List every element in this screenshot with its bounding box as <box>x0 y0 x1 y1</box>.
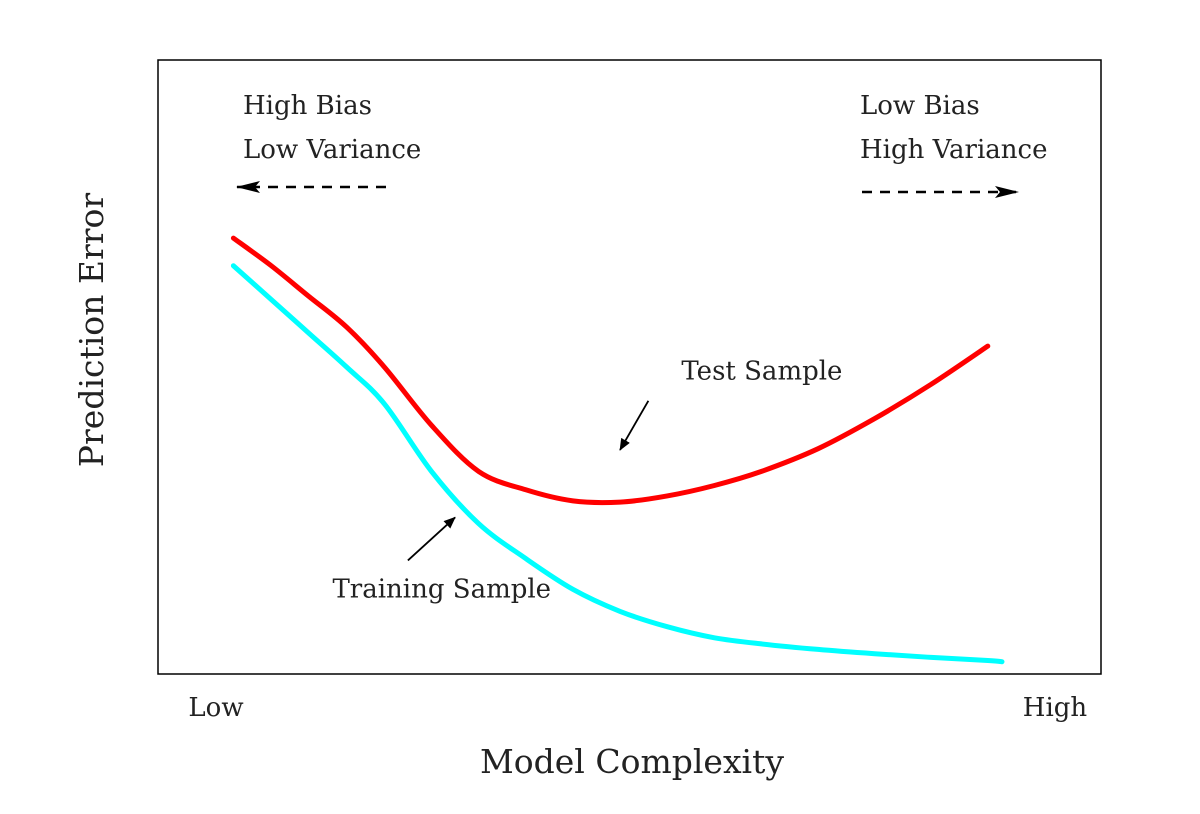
y-axis-label: Prediction Error <box>72 193 111 468</box>
plot-frame <box>157 59 1102 675</box>
annotation-test-sample-label: Test Sample <box>681 356 842 386</box>
corner-note-left-line1: High Bias <box>243 91 372 121</box>
annotation-layer: Test Sample Training Sample <box>332 356 842 604</box>
series-layer <box>230 235 1005 665</box>
corner-note-right-line1: Low Bias <box>860 91 980 121</box>
annotation-training-sample-arrow <box>407 516 456 562</box>
x-axis-label: Model Complexity <box>480 742 784 781</box>
corner-note-left-line2: Low Variance <box>243 135 421 165</box>
x-tick-label-low: Low <box>188 693 243 723</box>
series-line-test-sample <box>230 235 991 506</box>
x-tick-label-high: High <box>1023 693 1088 723</box>
annotation-test-sample-arrow <box>619 400 650 451</box>
corner-note-right-line2: High Variance <box>860 135 1047 165</box>
annotation-training-sample-label: Training Sample <box>332 574 551 604</box>
series-line-training-sample <box>230 263 1005 665</box>
